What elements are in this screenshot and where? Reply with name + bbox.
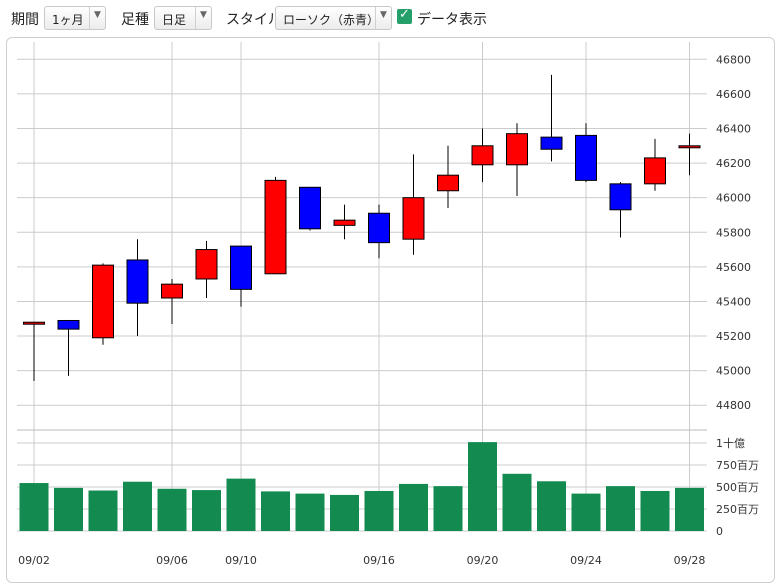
candle-body xyxy=(609,183,632,211)
volume-bar xyxy=(19,483,49,531)
candle-body xyxy=(402,197,425,240)
volume-bar xyxy=(88,490,118,531)
volume-bar xyxy=(261,491,290,531)
price-tick-label: 46200 xyxy=(716,157,751,170)
volume-bar xyxy=(502,473,532,531)
candle-body xyxy=(471,145,494,166)
price-tick-label: 46800 xyxy=(716,53,751,66)
price-tick-label: 46600 xyxy=(716,88,751,101)
interval-label: 足種 xyxy=(121,12,149,28)
candle-body xyxy=(195,249,218,280)
volume-bar xyxy=(295,493,325,531)
volume-bar xyxy=(192,490,221,531)
candle-body xyxy=(368,212,390,244)
date-tick-label: 09/28 xyxy=(674,554,706,567)
style-value: ローソク（赤青） xyxy=(283,13,380,27)
volume-bar xyxy=(640,490,670,531)
candle-body xyxy=(540,136,563,150)
data-display-checkbox[interactable]: ✓ xyxy=(397,7,412,24)
chevron-down-icon: ▼ xyxy=(195,7,211,29)
candle-body xyxy=(161,283,183,299)
date-tick-label: 09/24 xyxy=(570,554,602,567)
volume-tick-label: 250百万 xyxy=(716,503,759,516)
volume-bar xyxy=(606,486,635,531)
data-display-label: データ表示 xyxy=(417,12,487,28)
price-tick-label: 45000 xyxy=(716,365,751,378)
candle-body xyxy=(126,259,149,304)
volume-tick-label: 1十億 xyxy=(716,436,745,450)
candle-body xyxy=(23,321,45,325)
volume-bar xyxy=(468,442,497,531)
volume-bar xyxy=(157,488,187,531)
candle-body xyxy=(92,264,114,339)
volume-bar xyxy=(571,493,601,531)
date-tick-label: 09/06 xyxy=(156,554,188,567)
style-label: スタイル xyxy=(226,12,282,28)
interval-select[interactable]: 日足 ▼ xyxy=(154,6,212,30)
price-tick-label: 45800 xyxy=(716,226,751,239)
candle-body xyxy=(506,133,528,166)
price-tick-label: 44800 xyxy=(716,399,751,412)
candle-body xyxy=(57,319,80,330)
volume-bar xyxy=(537,481,566,531)
volume-tick-label: 0 xyxy=(716,525,723,538)
candle-body xyxy=(333,219,356,226)
volume-bar xyxy=(123,481,152,531)
period-select[interactable]: 1ヶ月 ▼ xyxy=(44,6,106,30)
volume-bar xyxy=(226,478,256,531)
candle-body xyxy=(264,179,287,275)
candle-body xyxy=(575,134,597,181)
candle-body xyxy=(299,186,321,230)
chevron-down-icon: ▼ xyxy=(375,7,391,29)
interval-value: 日足 xyxy=(162,13,187,27)
candle-body xyxy=(678,145,701,149)
candle-body xyxy=(230,245,252,290)
check-icon: ✓ xyxy=(399,7,410,22)
price-tick-label: 46000 xyxy=(716,192,751,205)
volume-bar xyxy=(330,494,359,531)
candle-body xyxy=(437,174,459,192)
date-tick-label: 09/10 xyxy=(225,554,257,567)
price-tick-label: 45200 xyxy=(716,330,751,343)
volume-bar xyxy=(399,483,428,531)
volume-bar xyxy=(54,487,83,531)
volume-bar xyxy=(675,487,704,531)
candle-body xyxy=(644,157,666,185)
chart-panel xyxy=(6,37,775,583)
price-tick-label: 45600 xyxy=(716,261,751,274)
volume-bar xyxy=(364,490,394,531)
volume-tick-label: 500百万 xyxy=(716,481,759,494)
period-value: 1ヶ月 xyxy=(52,13,84,27)
chart-toolbar: 期間 1ヶ月 ▼ 足種 日足 ▼ スタイル ローソク（赤青） ▼ ✓ データ表示 xyxy=(0,0,781,36)
date-tick-label: 09/20 xyxy=(467,554,499,567)
price-tick-label: 45400 xyxy=(716,295,751,308)
date-tick-label: 09/02 xyxy=(18,554,50,567)
chevron-down-icon: ▼ xyxy=(89,7,105,29)
volume-tick-label: 750百万 xyxy=(716,459,759,472)
date-tick-label: 09/16 xyxy=(363,554,395,567)
style-select[interactable]: ローソク（赤青） ▼ xyxy=(275,6,392,30)
volume-bar xyxy=(433,486,463,531)
price-tick-label: 46400 xyxy=(716,122,751,135)
period-label: 期間 xyxy=(11,12,39,28)
